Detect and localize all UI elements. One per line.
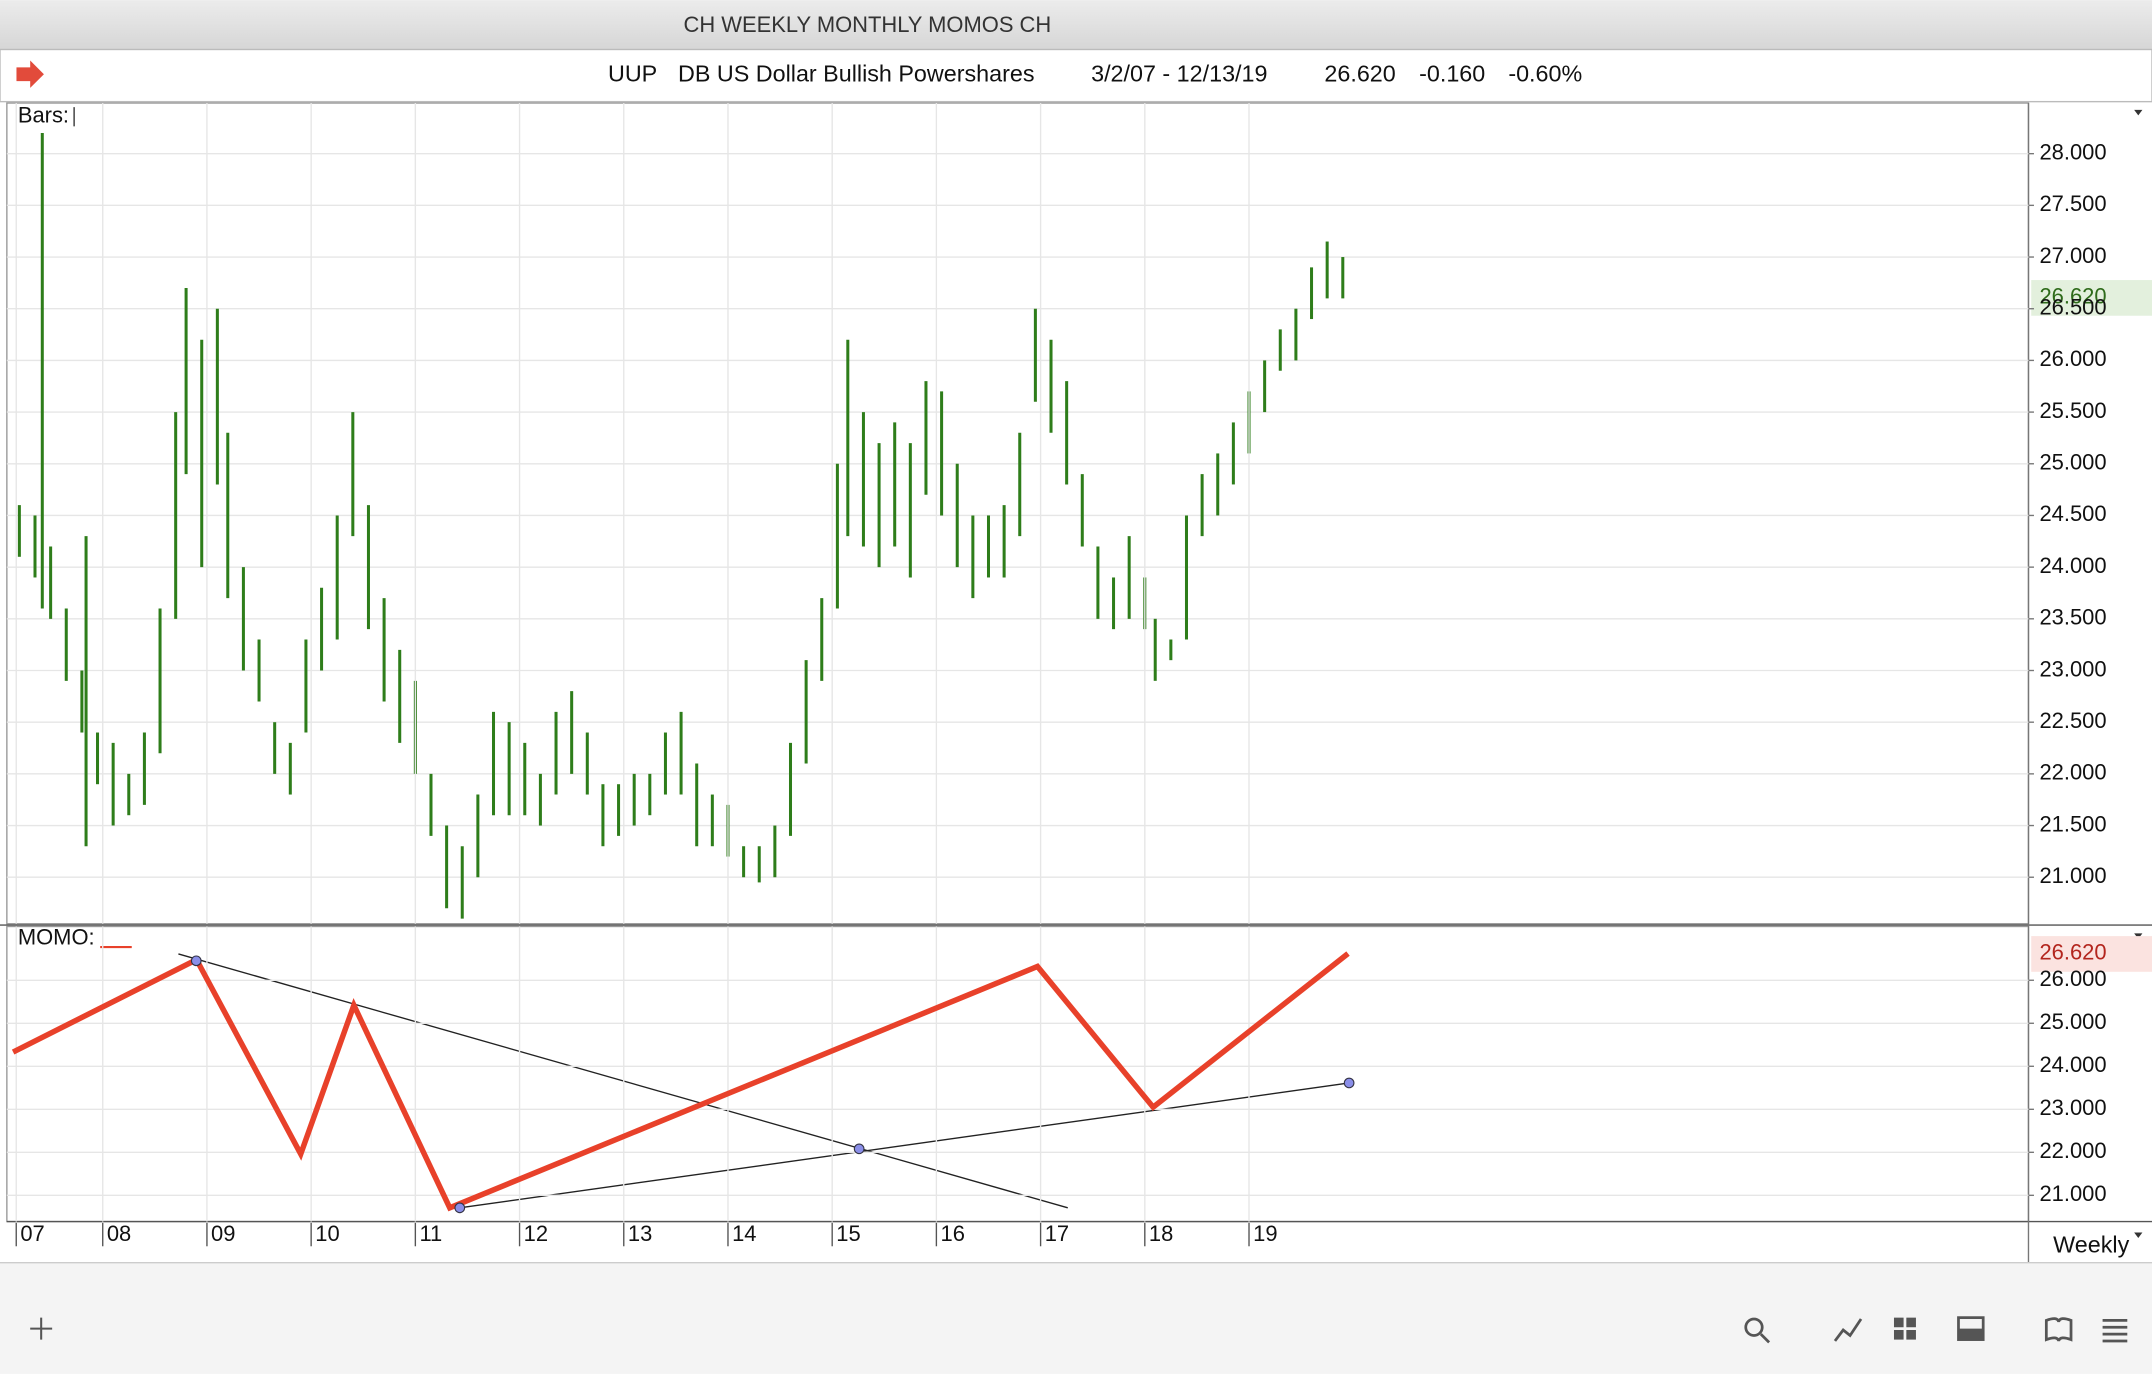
instrument-name: DB US Dollar Bullish Powershares [678,61,1035,87]
momo-line [11,951,1350,1212]
anchor-dot[interactable] [1343,1077,1355,1089]
y-tick-label: 25.500 [2039,398,2106,423]
change-pct: -0.60% [1508,61,1582,87]
arrow-icon[interactable] [16,60,44,88]
y-tick-label: 22.000 [2039,760,2106,785]
book-icon[interactable] [2044,1317,2073,1342]
y-tick-label: 25.000 [2039,1009,2106,1034]
y-tick-label: 21.000 [2039,1181,2106,1206]
x-tick-label: 18 [1149,1221,1173,1246]
grid-icon[interactable] [1893,1317,1904,1328]
grid-icon[interactable] [1893,1329,1904,1340]
window-title: CH WEEKLY MONTHLY MOMOS CH [684,12,1052,37]
search-icon[interactable] [1744,1317,1764,1337]
y-tick-label: 24.000 [2039,1052,2106,1077]
grid-icon[interactable] [1906,1329,1916,1340]
x-tick-label: 16 [941,1221,965,1246]
x-tick-label: 15 [836,1221,860,1246]
price-panel [6,102,2030,925]
menu-caret[interactable] [2134,1232,2143,1239]
y-tick-label: 21.500 [2039,811,2106,836]
y-tick-label: 23.000 [2039,1095,2106,1120]
x-tick-label: 11 [419,1221,442,1246]
last-price: 26.620 [1324,61,1395,87]
menu-caret[interactable] [2134,109,2143,116]
y-tick-label: 22.500 [2039,708,2106,733]
list-icon[interactable] [2102,1319,2128,1343]
y-tick-label: 22.000 [2039,1138,2106,1163]
period[interactable]: Weekly [2053,1231,2129,1257]
x-tick-label: 09 [211,1221,235,1246]
x-tick-label: 14 [732,1221,756,1246]
x-tick-label: 12 [524,1221,548,1246]
y-tick-label: 23.000 [2039,656,2106,681]
toolbar [0,1262,2152,1374]
trend-line[interactable] [459,1082,1350,1209]
price-panel-label: Bars: [18,103,69,128]
y-tick-label: 28.000 [2039,139,2106,164]
momo-panel-label: MOMO: [18,925,95,950]
last-price-label: 26.620 [2039,284,2106,309]
last-price-box [2031,280,2152,316]
momo-panel [6,925,2030,1223]
plot-layer: 21.000 21.500 22.000 22.500 23.000 23.500 24.0… [6,103,2107,1247]
date-range: 3/2/07 - 12/13/19 [1091,61,1267,87]
y-tick-label: 26.000 [2039,966,2106,991]
anchor-dot[interactable] [853,1143,865,1155]
y-tick-label: 27.000 [2039,243,2106,268]
y-tick-label: 25.000 [2039,450,2106,475]
x-tick-label: 10 [315,1221,339,1246]
y-tick-label: 24.000 [2039,553,2106,578]
title-bar [0,0,2152,50]
symbol: UUP [608,61,657,87]
x-tick-label: 08 [107,1221,131,1246]
change: -0.160 [1419,61,1485,87]
y-tick-label: 23.500 [2039,605,2106,630]
x-tick-label: 07 [20,1221,44,1246]
chart-icon[interactable] [1833,1318,1863,1342]
grid-icon[interactable] [1906,1317,1916,1328]
anchor-dot[interactable] [190,955,202,967]
search-icon-handle[interactable] [1759,1333,1771,1344]
x-tick-label: 17 [1045,1221,1069,1246]
anchor-dot[interactable] [454,1202,466,1214]
add-button[interactable] [30,1317,53,1340]
header-row [0,48,2152,103]
momo-last-label: 26.620 [2039,940,2106,965]
momo-last-box [2031,936,2152,972]
y-tick-label: 26.500 [2039,295,2106,320]
y-tick-label: 21.000 [2039,863,2106,888]
y-tick-label: 26.000 [2039,346,2106,371]
y-tick-label: 24.500 [2039,501,2106,526]
panel-icon-fill[interactable] [1958,1328,1984,1340]
x-tick-label: 19 [1253,1221,1277,1246]
y-tick-label: 27.500 [2039,191,2106,216]
x-tick-label: 13 [628,1221,652,1246]
